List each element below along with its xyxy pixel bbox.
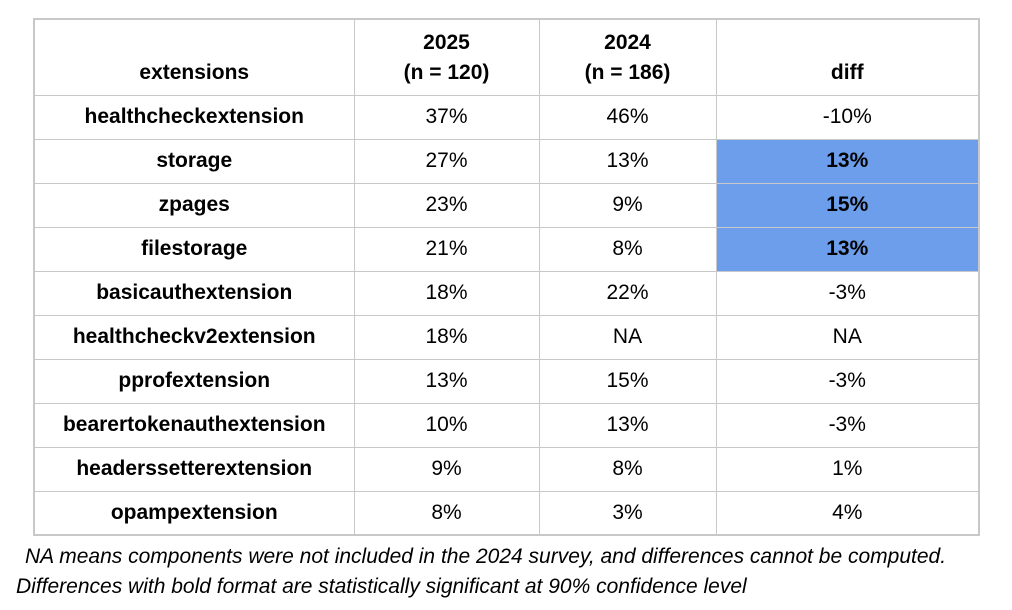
diff-cell: 13% <box>715 226 980 272</box>
diff-cell: -3% <box>715 358 980 404</box>
diff-cell: -3% <box>715 402 980 448</box>
extension-name-cell: bearertokenauthextension <box>33 402 355 448</box>
pct-2024-cell: 13% <box>538 402 717 448</box>
column-header-label: 2025 <box>423 30 470 54</box>
extension-name-cell: filestorage <box>33 226 355 272</box>
diff-cell: 4% <box>715 490 980 536</box>
diff-cell: 13% <box>715 138 980 184</box>
table-row: bearertokenauthextension 10% 13% -3% <box>33 402 980 448</box>
pct-2024-cell: 15% <box>538 358 717 404</box>
table-row: basicauthextension 18% 22% -3% <box>33 270 980 316</box>
column-header-2025: 2025 (n = 120) <box>353 18 540 96</box>
diff-cell: NA <box>715 314 980 360</box>
extension-name-cell: headerssetterextension <box>33 446 355 492</box>
pct-2025-cell: 10% <box>353 402 540 448</box>
table-row: healthcheckextension 37% 46% -10% <box>33 94 980 140</box>
extension-name-cell: zpages <box>33 182 355 228</box>
pct-2025-cell: 8% <box>353 490 540 536</box>
table-row: headerssetterextension 9% 8% 1% <box>33 446 980 492</box>
pct-2025-cell: 18% <box>353 270 540 316</box>
table-row: healthcheckv2extension 18% NA NA <box>33 314 980 360</box>
pct-2025-cell: 23% <box>353 182 540 228</box>
column-header-2024: 2024 (n = 186) <box>538 18 717 96</box>
pct-2024-cell: 22% <box>538 270 717 316</box>
pct-2024-cell: 13% <box>538 138 717 184</box>
table-body: healthcheckextension 37% 46% -10% storag… <box>33 94 980 536</box>
pct-2024-cell: 8% <box>538 446 717 492</box>
column-header-label: 2024 <box>604 30 651 54</box>
table-row: zpages 23% 9% 15% <box>33 182 980 228</box>
extensions-survey-table: extensions 2025 (n = 120) 2024 (n = 186)… <box>33 18 980 536</box>
pct-2025-cell: 21% <box>353 226 540 272</box>
column-header-extensions: extensions <box>33 18 355 96</box>
header-row: extensions 2025 (n = 120) 2024 (n = 186)… <box>33 18 980 96</box>
footnote-significance: Differences with bold format are statist… <box>16 575 747 598</box>
extension-name-cell: storage <box>33 138 355 184</box>
column-header-sublabel: (n = 120) <box>403 60 490 84</box>
pct-2025-cell: 27% <box>353 138 540 184</box>
column-header-label: diff <box>830 60 864 84</box>
table-row: pprofextension 13% 15% -3% <box>33 358 980 404</box>
diff-cell: -3% <box>715 270 980 316</box>
diff-cell: -10% <box>715 94 980 140</box>
pct-2025-cell: 13% <box>353 358 540 404</box>
footnotes: NA means components were not included in… <box>0 542 1012 602</box>
column-header-diff: diff <box>715 18 980 96</box>
pct-2025-cell: 37% <box>353 94 540 140</box>
table-row: filestorage 21% 8% 13% <box>33 226 980 272</box>
pct-2024-cell: 8% <box>538 226 717 272</box>
footnote-na-explanation: NA means components were not included in… <box>25 545 947 568</box>
pct-2024-cell: 9% <box>538 182 717 228</box>
pct-2025-cell: 18% <box>353 314 540 360</box>
diff-cell: 1% <box>715 446 980 492</box>
table-row: storage 27% 13% 13% <box>33 138 980 184</box>
extension-name-cell: pprofextension <box>33 358 355 404</box>
column-header-label: extensions <box>139 60 250 84</box>
extension-name-cell: basicauthextension <box>33 270 355 316</box>
pct-2024-cell: 46% <box>538 94 717 140</box>
pct-2025-cell: 9% <box>353 446 540 492</box>
pct-2024-cell: NA <box>538 314 717 360</box>
pct-2024-cell: 3% <box>538 490 717 536</box>
extension-name-cell: healthcheckv2extension <box>33 314 355 360</box>
extension-name-cell: opampextension <box>33 490 355 536</box>
table-row: opampextension 8% 3% 4% <box>33 490 980 536</box>
extension-name-cell: healthcheckextension <box>33 94 355 140</box>
diff-cell: 15% <box>715 182 980 228</box>
column-header-sublabel: (n = 186) <box>584 60 671 84</box>
